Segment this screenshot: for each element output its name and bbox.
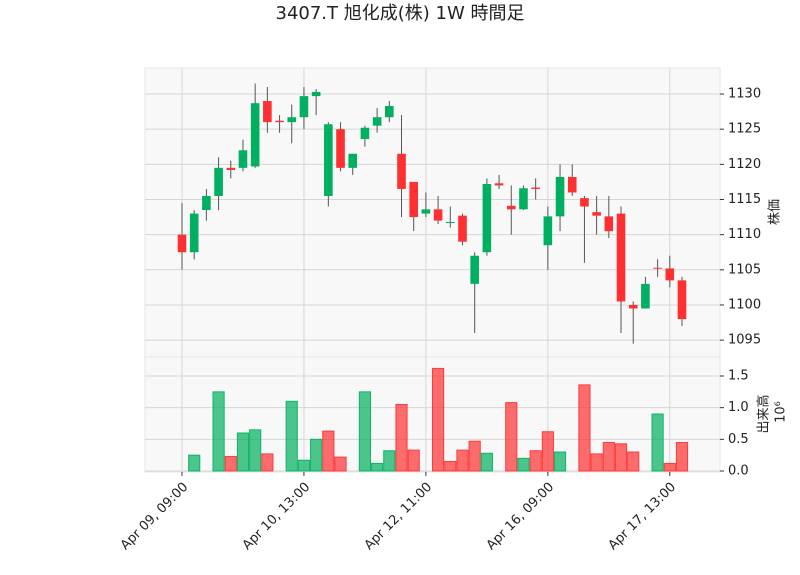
volume-bar — [663, 462, 676, 472]
volume-bar — [480, 452, 493, 472]
candle-body — [543, 216, 553, 246]
y-tick-label: 1115 — [728, 192, 761, 207]
candle-body — [470, 255, 479, 284]
candle-body — [324, 124, 333, 196]
candle-body — [506, 205, 516, 210]
y-axis-label: 株価 — [768, 199, 783, 225]
candle-body — [397, 153, 406, 189]
volume-bar — [651, 413, 664, 472]
candle-body — [287, 117, 297, 123]
y-tick-label: 1105 — [728, 262, 761, 277]
candle-body — [275, 120, 284, 123]
volume-axis-label: 出来高 — [756, 394, 772, 433]
candle-body — [299, 96, 309, 118]
candle-body — [604, 216, 614, 232]
y-tick-label: 1095 — [728, 333, 761, 348]
price-panel — [144, 67, 721, 358]
volume-bar — [456, 449, 469, 472]
candle-body — [641, 283, 650, 309]
candle-body — [555, 176, 565, 217]
volume-bar — [212, 391, 225, 472]
candle-body — [421, 209, 431, 214]
y-tick-label: 1125 — [728, 122, 761, 137]
volume-tick-label: 1.5 — [728, 369, 749, 384]
volume-bar — [590, 453, 603, 472]
volume-bar — [578, 384, 591, 472]
x-tick-label: Apr 16, 09:00 — [484, 480, 557, 553]
volume-bar — [358, 391, 372, 472]
candle-body — [616, 213, 626, 302]
candle-body — [348, 153, 358, 168]
candle-body — [372, 117, 382, 126]
volume-bar — [675, 442, 689, 472]
candle-body — [519, 188, 528, 210]
volume-tick-label: 0.5 — [728, 432, 749, 447]
volume-bar — [627, 451, 640, 472]
y-tick-label: 1110 — [728, 227, 761, 242]
volume-bar — [505, 402, 518, 472]
volume-tick-label: 0.0 — [728, 464, 749, 479]
volume-tick-label: 1.0 — [728, 400, 749, 415]
volume-bar — [188, 454, 201, 472]
candle-body — [263, 101, 272, 123]
candle-body — [482, 184, 492, 253]
volume-bar — [529, 450, 542, 472]
candle-body — [665, 268, 675, 281]
volume-bar — [602, 442, 615, 472]
candle-body — [458, 215, 467, 242]
candle-body — [409, 181, 419, 218]
volume-bar — [407, 449, 420, 472]
volume-bar — [541, 431, 554, 472]
candle-body — [677, 280, 687, 320]
candle-body — [250, 103, 260, 167]
candle-body — [433, 209, 443, 221]
volume-bar — [285, 400, 298, 472]
volume-bar — [383, 450, 396, 472]
candle-body — [445, 221, 455, 223]
volume-bar — [614, 443, 628, 472]
volume-bar — [468, 440, 481, 472]
volume-bar — [444, 461, 457, 472]
x-tick-label: Apr 12, 11:00 — [362, 480, 435, 553]
volume-bar — [334, 456, 347, 472]
y-tick-label: 1100 — [728, 297, 761, 312]
candle-body — [226, 167, 236, 170]
candle-body — [202, 195, 211, 211]
volume-bar — [310, 438, 323, 472]
candle-body — [567, 176, 577, 193]
volume-bar — [517, 457, 530, 472]
volume-bar — [261, 453, 274, 472]
candle-body — [311, 91, 321, 97]
volume-bar — [431, 367, 445, 472]
volume-bar — [322, 430, 335, 472]
candle-body — [580, 198, 589, 207]
volume-bar — [249, 429, 262, 472]
volume-offset-label: 10⁶ — [774, 401, 789, 423]
candle-body — [531, 187, 540, 189]
volume-bar — [224, 455, 237, 472]
x-tick-label: Apr 17, 13:00 — [606, 480, 679, 553]
volume-bar — [553, 451, 567, 472]
candle-body — [177, 234, 187, 253]
chart-title: 3407.T 旭化成(株) 1W 時間足 — [276, 3, 525, 24]
candle-body — [592, 212, 601, 216]
candle-body — [385, 105, 394, 118]
candle-body — [494, 183, 504, 186]
x-tick-label: Apr 10, 13:00 — [240, 480, 313, 553]
candle-body — [189, 213, 199, 253]
y-tick-label: 1120 — [728, 157, 761, 172]
volume-bar — [236, 432, 250, 472]
volume-bar — [371, 462, 384, 472]
volume-bar — [297, 459, 311, 472]
candle-body — [238, 150, 248, 168]
candle-body — [360, 127, 370, 140]
candle-body — [336, 129, 345, 168]
volume-bar — [395, 404, 408, 472]
x-tick-label: Apr 09, 09:00 — [118, 480, 191, 553]
candle-body — [214, 167, 223, 196]
candle-body — [628, 304, 638, 309]
candle-body — [653, 267, 662, 269]
y-tick-label: 1130 — [728, 87, 761, 102]
